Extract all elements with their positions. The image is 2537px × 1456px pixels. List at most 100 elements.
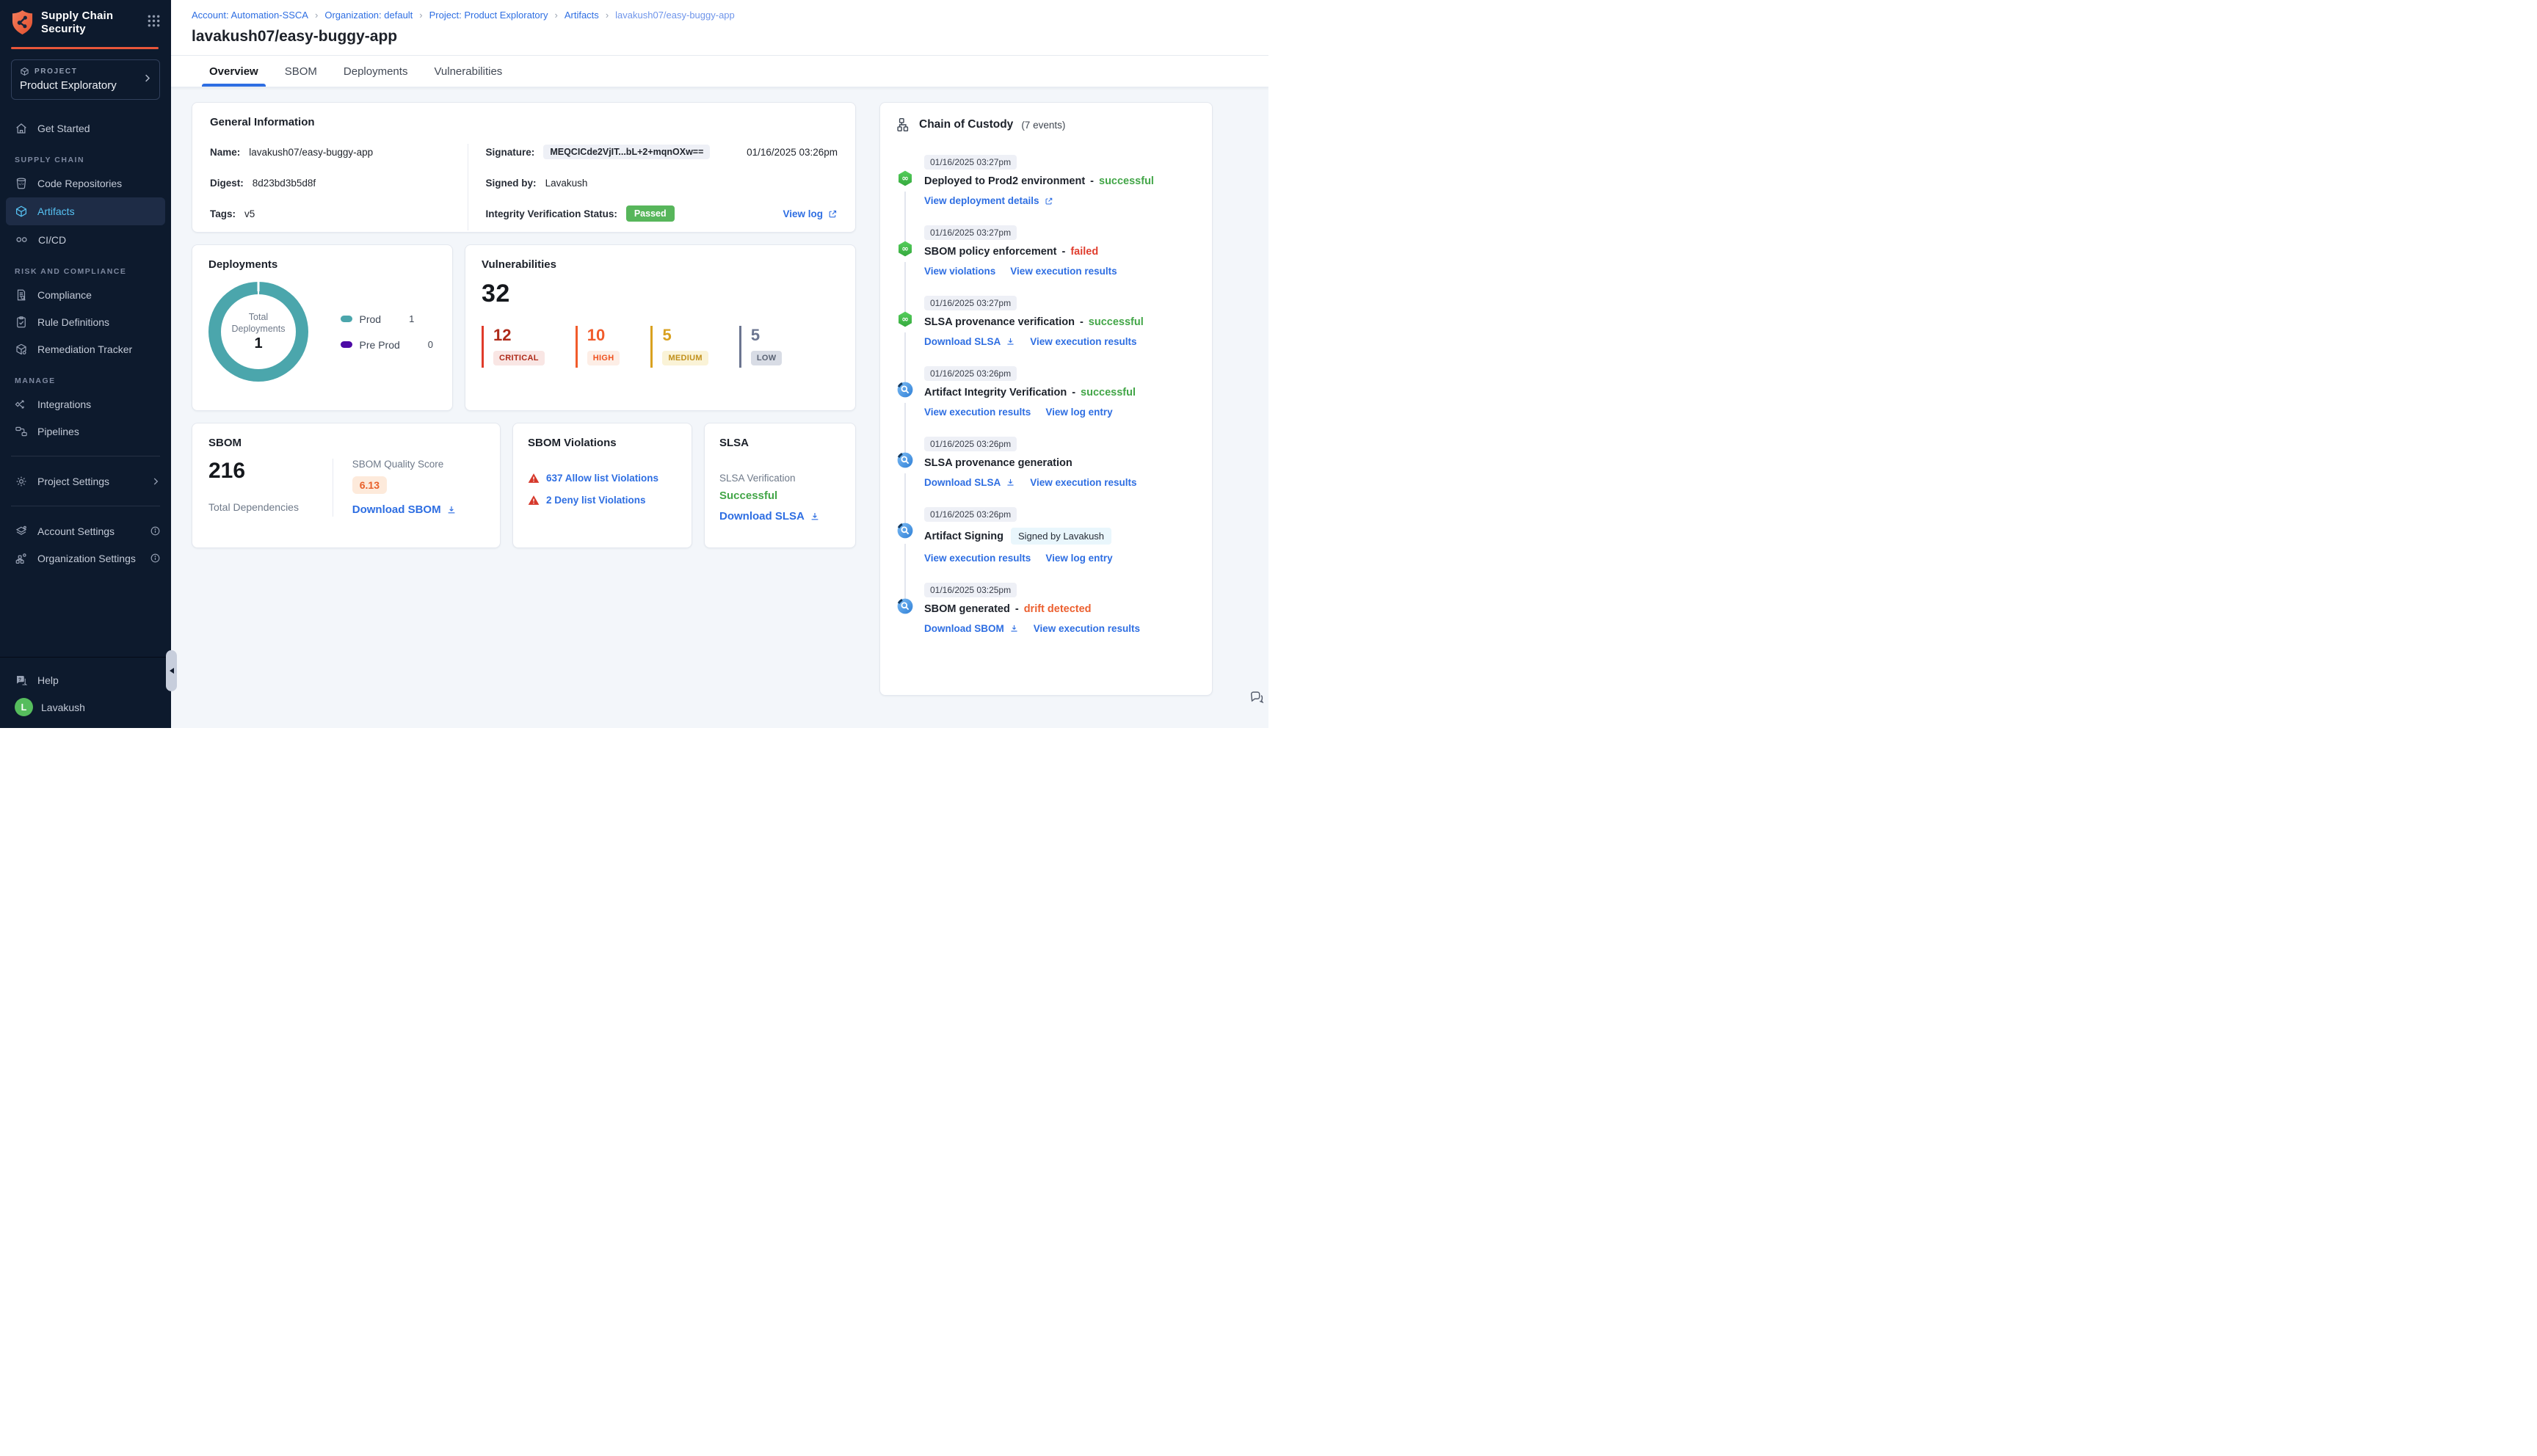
deny-list-violations-link[interactable]: 2 Deny list Violations: [546, 495, 646, 506]
page-title: lavakush07/easy-buggy-app: [192, 28, 398, 45]
clipboard-check-icon: [15, 316, 28, 329]
view-execution-results-link[interactable]: View execution results: [1030, 336, 1137, 347]
info-icon[interactable]: [150, 525, 161, 536]
event-separator: -: [1072, 387, 1076, 398]
sidebar-item-account-settings[interactable]: Account Settings: [0, 517, 171, 545]
sidebar-item-help[interactable]: ? Help: [0, 666, 171, 694]
sidebar-item-artifacts[interactable]: Artifacts: [6, 197, 165, 226]
view-execution-results-link[interactable]: View execution results: [924, 553, 1031, 564]
breadcrumb-link-organization[interactable]: Organization: default: [324, 10, 413, 21]
user-menu[interactable]: L Lavakush: [0, 694, 171, 721]
view-log-entry-link[interactable]: View log entry: [1045, 407, 1113, 418]
sbom-card: SBOM 216 Total Dependencies SBOM Quality…: [192, 423, 501, 548]
view-execution-results-link[interactable]: View execution results: [1010, 266, 1117, 277]
project-label: PROJECT: [35, 68, 78, 76]
download-sbom-link[interactable]: Download SBOM: [352, 503, 457, 516]
sidebar-item-rule-definitions[interactable]: Rule Definitions: [0, 308, 171, 335]
sidebar-item-label: Get Started: [37, 122, 90, 134]
slsa-card: SLSA SLSA Verification Successful Downlo…: [704, 423, 856, 548]
signed-by-badge: Signed by Lavakush: [1010, 528, 1112, 545]
shield-logo-icon: [11, 10, 34, 35]
card-title: SBOM Violations: [528, 437, 617, 449]
view-execution-results-link[interactable]: View execution results: [1033, 623, 1141, 634]
info-icon[interactable]: [150, 553, 161, 564]
sidebar-item-pipelines[interactable]: Pipelines: [0, 418, 171, 445]
view-deployment-details-link[interactable]: View deployment details: [924, 195, 1053, 206]
severity-badge: CRITICAL: [493, 351, 545, 366]
view-log-entry-link[interactable]: View log entry: [1045, 553, 1113, 564]
signature-timestamp: 01/16/2025 03:26pm: [747, 146, 838, 158]
event-timestamp: 01/16/2025 03:27pm: [924, 296, 1017, 310]
sidebar-collapse-handle[interactable]: [166, 650, 177, 691]
sidebar-item-project-settings[interactable]: Project Settings: [0, 467, 171, 495]
chevron-right-icon: [150, 476, 161, 487]
pipeline-flow-icon: [15, 425, 28, 438]
breadcrumb-link-artifacts[interactable]: Artifacts: [564, 10, 599, 21]
tab-sbom[interactable]: SBOM: [284, 65, 317, 78]
breadcrumb-link-artifact-name[interactable]: lavakush07/easy-buggy-app: [615, 10, 735, 21]
user-avatar: L: [15, 698, 33, 716]
sidebar-item-label: Rule Definitions: [37, 316, 110, 328]
severity-badge: LOW: [750, 351, 783, 366]
sidebar-item-label: Account Settings: [37, 525, 115, 537]
sbom-total-label: Total Dependencies: [208, 501, 299, 513]
tab-vulnerabilities[interactable]: Vulnerabilities: [434, 65, 503, 78]
signed-by-label: Signed by:: [485, 177, 537, 189]
sidebar-item-cicd[interactable]: CI/CD: [0, 226, 171, 253]
deployments-card: Deployments Total Deployments 1: [192, 244, 453, 411]
sbom-total-dependencies: 216: [208, 459, 246, 483]
deny-list-violations-row: 2 Deny list Violations: [528, 495, 677, 506]
view-violations-link[interactable]: View violations: [924, 266, 996, 277]
severity-count: 5: [662, 326, 672, 344]
home-icon: [15, 122, 28, 135]
event-separator: -: [1079, 316, 1084, 328]
sidebar-item-organization-settings[interactable]: Organization Settings: [0, 545, 171, 572]
sidebar-item-compliance[interactable]: Compliance: [0, 281, 171, 308]
external-link-icon: [1045, 197, 1052, 204]
document-search-icon: [15, 288, 28, 302]
warning-triangle-icon: [528, 473, 540, 483]
download-sbom-label: Download SBOM: [352, 503, 441, 516]
breadcrumb-link-project[interactable]: Project: Product Exploratory: [429, 10, 548, 21]
download-slsa-link[interactable]: Download SLSA: [924, 336, 1015, 347]
chain-of-custody-icon: [897, 117, 909, 132]
timeline-event: ∞ 01/16/2025 03:27pm SBOM policy enforce…: [896, 225, 1196, 312]
tab-deployments[interactable]: Deployments: [343, 65, 408, 78]
view-execution-results-link[interactable]: View execution results: [1030, 477, 1137, 488]
download-slsa-link[interactable]: Download SLSA: [924, 477, 1015, 488]
event-timestamp: 01/16/2025 03:27pm: [924, 225, 1017, 240]
timeline-event: 01/16/2025 03:25pm SBOM generated - drift …: [896, 583, 1196, 653]
download-sbom-link[interactable]: Download SBOM: [924, 623, 1019, 634]
chat-widget-icon[interactable]: [1249, 689, 1265, 709]
project-name: Product Exploratory: [20, 79, 117, 92]
card-title: Deployments: [208, 258, 278, 271]
scan-event-icon: [896, 522, 914, 539]
sidebar-nav: Get Started SUPPLY CHAIN </> Code Reposi…: [0, 110, 171, 657]
page-header: Account: Automation-SSCA › Organization:…: [171, 0, 1268, 56]
view-log-link[interactable]: View log: [783, 208, 838, 219]
breadcrumb-link-account[interactable]: Account: Automation-SSCA: [192, 10, 308, 21]
view-execution-results-link[interactable]: View execution results: [924, 407, 1031, 418]
help-chat-icon: ?: [15, 674, 28, 687]
legend-swatch-prod: [340, 316, 352, 322]
main-area: Account: Automation-SSCA › Organization:…: [171, 0, 1268, 728]
download-slsa-link[interactable]: Download SLSA: [719, 510, 820, 523]
sidebar-item-integrations[interactable]: Integrations: [0, 390, 171, 418]
sidebar-item-remediation-tracker[interactable]: Remediation Tracker: [0, 335, 171, 363]
project-cube-icon: [20, 67, 29, 76]
allow-list-violations-link[interactable]: 637 Allow list Violations: [546, 473, 659, 484]
sidebar-item-label: Pipelines: [37, 425, 79, 437]
tab-overview[interactable]: Overview: [202, 56, 266, 87]
download-icon: [811, 512, 819, 520]
sidebar-item-label: Code Repositories: [37, 177, 123, 189]
event-status: failed: [1070, 246, 1099, 258]
sidebar-item-code-repositories[interactable]: </> Code Repositories: [0, 170, 171, 197]
project-selector[interactable]: PROJECT Product Exploratory: [11, 59, 160, 101]
severity-count: 10: [587, 326, 606, 344]
deployments-donut-chart: Total Deployments 1: [208, 282, 308, 382]
sidebar-item-get-started[interactable]: Get Started: [0, 114, 171, 142]
download-icon: [1007, 478, 1014, 486]
apps-grid-icon[interactable]: [147, 14, 161, 32]
timeline-event: 01/16/2025 03:26pm Artifact Signing Sign…: [896, 507, 1196, 599]
pipeline-event-icon: ∞: [896, 240, 914, 258]
